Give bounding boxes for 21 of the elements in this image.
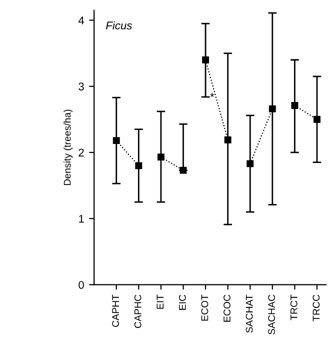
y-tick-label: 0 — [78, 280, 84, 289]
y-tick-label: 4 — [78, 16, 84, 24]
x-tick-label: ECOC — [224, 294, 230, 322]
annotation: * — [210, 93, 214, 97]
annotation: Ficus — [106, 21, 132, 30]
point — [157, 154, 164, 161]
x-tick-label: CAPHT — [112, 294, 119, 327]
x-tick-label: SACHAC — [268, 294, 276, 334]
x-tick-label: ECOT — [201, 294, 208, 321]
x-tick-label: SACHAT — [246, 294, 253, 333]
point — [314, 116, 320, 123]
y-tick-label: 1 — [79, 214, 84, 223]
x-tick-label: TRCC — [312, 294, 320, 322]
y-tick-label: 3 — [78, 82, 84, 90]
x-tick-label: EIC — [178, 294, 186, 310]
x-tick-label: EIT — [156, 294, 164, 309]
y-axis-title: Density (trees/ha) — [64, 110, 73, 186]
y-tick-label: 2 — [78, 148, 84, 156]
x-tick-label: CAPHC — [134, 294, 142, 328]
x-tick-label: TRCT — [290, 294, 298, 320]
point — [202, 56, 210, 64]
